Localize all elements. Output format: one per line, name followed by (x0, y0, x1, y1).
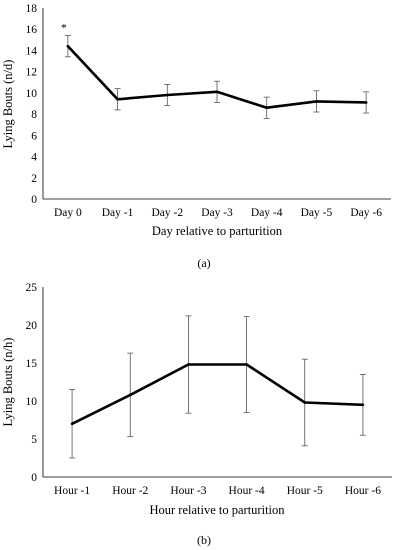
series-line (71, 363, 363, 425)
x-tick-label: Hour -1 (54, 485, 90, 497)
y-tick-labels: 0 2 4 6 8 10 12 14 16 18 (26, 3, 38, 206)
y-tick-label: 2 (31, 173, 37, 185)
y-tick-label: 18 (26, 3, 38, 15)
data-point (116, 97, 119, 101)
x-tick-label: Hour -4 (229, 485, 265, 497)
data-point (128, 393, 132, 397)
data-point (315, 100, 318, 103)
y-tick-label: 4 (31, 152, 37, 164)
x-tick-label: Day 0 (54, 207, 82, 219)
y-tick-label: 12 (26, 67, 38, 79)
x-tick-label: Hour -6 (345, 485, 381, 497)
error-bars (69, 315, 366, 459)
significance-marker: * (61, 23, 67, 35)
y-axis-label: Lying Bouts (n/h) (1, 338, 15, 427)
data-point (70, 422, 74, 426)
y-tick-label: 14 (26, 45, 38, 57)
data-point (165, 93, 169, 97)
y-tick-labels: 0 5 10 15 20 25 (26, 282, 38, 484)
y-tick-label: 8 (31, 109, 37, 121)
y-tick-label: 6 (31, 130, 37, 142)
annotations: * (61, 23, 67, 35)
x-tick-label: Hour -5 (287, 485, 323, 497)
x-tick-label: Hour -2 (112, 485, 148, 497)
x-tick-label: Day -1 (102, 207, 134, 219)
y-tick-label: 16 (26, 24, 38, 36)
x-axis-label: Hour relative to parturition (149, 503, 285, 517)
x-tick-label: Hour -3 (170, 485, 206, 497)
data-point (215, 90, 219, 94)
y-tick-label: 20 (26, 320, 38, 332)
data-point (364, 101, 368, 104)
data-point (245, 363, 248, 366)
data-point (265, 106, 269, 110)
x-tick-labels: Hour -1 Hour -2 Hour -3 Hour -4 Hour -5 Hour … (54, 485, 381, 497)
data-point (66, 44, 70, 48)
y-tick-label: 10 (26, 396, 38, 408)
y-tick-label: 10 (26, 88, 38, 100)
x-tick-label: Day -3 (201, 207, 233, 219)
data-point (187, 363, 190, 366)
x-tick-label: Day -2 (151, 207, 183, 219)
data-point (303, 401, 307, 404)
x-axis-label: Day relative to parturition (152, 224, 283, 238)
error-bars (64, 35, 370, 119)
data-point (361, 403, 365, 407)
panel-label-b: (b) (197, 533, 211, 547)
x-tick-label: Day -6 (350, 207, 382, 219)
y-tick-label: 5 (31, 434, 37, 446)
y-tick-label: 25 (26, 282, 38, 294)
y-tick-label: 15 (26, 358, 38, 370)
y-tick-label: 0 (31, 472, 37, 484)
x-tick-label: Day -5 (301, 207, 333, 219)
panel-label-a: (a) (197, 256, 210, 270)
x-tick-label: Day -4 (251, 207, 283, 219)
y-tick-label: 0 (31, 194, 37, 206)
y-axis-label: Lying Bouts (n/d) (1, 60, 15, 149)
x-tick-labels: Day 0 Day -1 Day -2 Day -3 Day -4 Day -5 Day -… (54, 207, 382, 219)
